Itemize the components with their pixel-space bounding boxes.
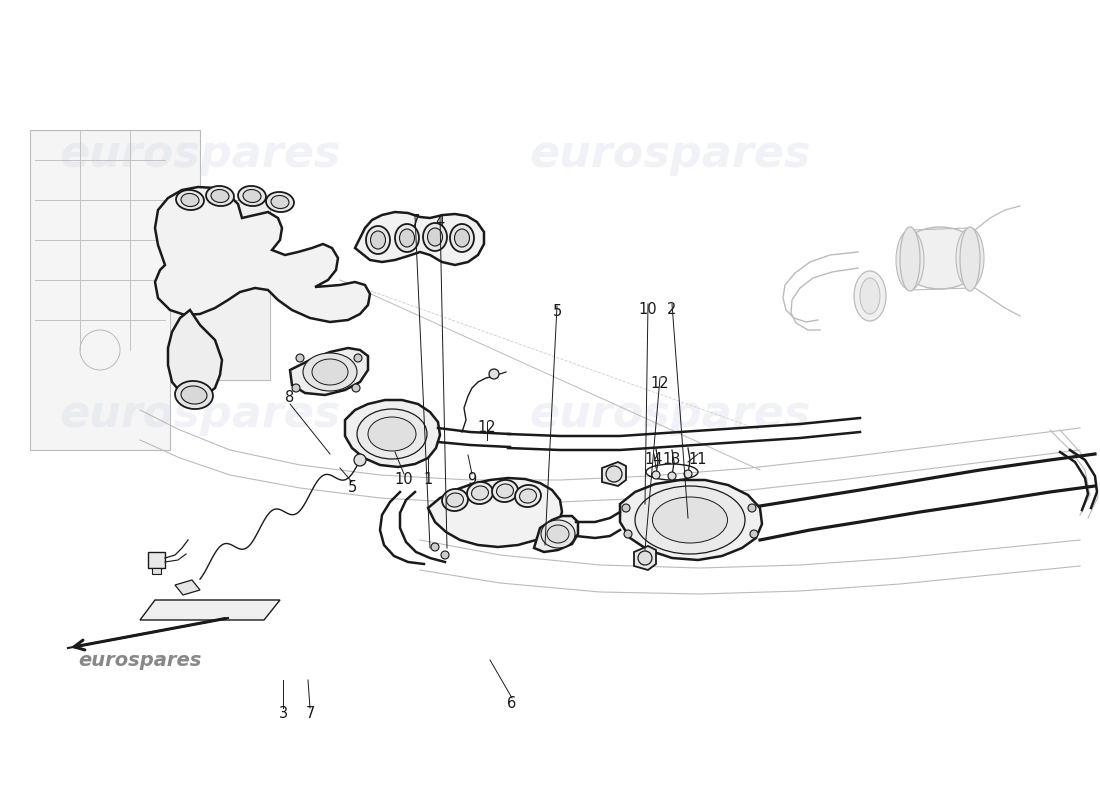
- Ellipse shape: [519, 489, 537, 503]
- Text: 10: 10: [639, 302, 658, 318]
- Circle shape: [490, 369, 499, 379]
- Text: 4: 4: [436, 214, 444, 230]
- Ellipse shape: [182, 386, 207, 404]
- Ellipse shape: [496, 484, 514, 498]
- Text: 6: 6: [507, 697, 517, 711]
- Ellipse shape: [395, 224, 419, 252]
- Circle shape: [668, 472, 676, 480]
- Ellipse shape: [900, 227, 920, 291]
- Text: eurospares: eurospares: [59, 134, 341, 177]
- Ellipse shape: [652, 497, 727, 543]
- Text: 8: 8: [285, 390, 295, 406]
- Polygon shape: [148, 552, 165, 568]
- Ellipse shape: [860, 278, 880, 314]
- Text: eurospares: eurospares: [59, 394, 341, 437]
- Ellipse shape: [271, 195, 289, 209]
- Polygon shape: [152, 568, 161, 574]
- Text: 10: 10: [395, 473, 414, 487]
- Ellipse shape: [176, 190, 204, 210]
- Polygon shape: [428, 478, 562, 547]
- Ellipse shape: [175, 381, 213, 409]
- Circle shape: [621, 504, 630, 512]
- Ellipse shape: [243, 190, 261, 202]
- Text: eurospares: eurospares: [78, 650, 201, 670]
- Text: 3: 3: [278, 706, 287, 722]
- Circle shape: [638, 551, 652, 565]
- Ellipse shape: [472, 486, 488, 500]
- Ellipse shape: [424, 223, 447, 251]
- Text: 13: 13: [663, 453, 681, 467]
- Polygon shape: [634, 546, 656, 570]
- Polygon shape: [170, 200, 270, 380]
- Text: 12: 12: [477, 421, 496, 435]
- Text: 14: 14: [645, 453, 663, 467]
- Polygon shape: [355, 212, 484, 265]
- Ellipse shape: [366, 226, 390, 254]
- Polygon shape: [30, 130, 270, 450]
- Ellipse shape: [956, 228, 984, 288]
- Ellipse shape: [960, 227, 980, 291]
- Text: eurospares: eurospares: [529, 134, 811, 177]
- Ellipse shape: [238, 186, 266, 206]
- Text: 5: 5: [552, 305, 562, 319]
- Circle shape: [296, 354, 304, 362]
- Polygon shape: [602, 462, 626, 486]
- Ellipse shape: [541, 520, 575, 548]
- Text: 12: 12: [651, 377, 669, 391]
- Circle shape: [352, 384, 360, 392]
- Ellipse shape: [898, 227, 982, 289]
- Ellipse shape: [266, 192, 294, 212]
- Polygon shape: [620, 480, 762, 560]
- Ellipse shape: [454, 229, 470, 247]
- Ellipse shape: [450, 224, 474, 252]
- Ellipse shape: [182, 194, 199, 206]
- Ellipse shape: [206, 186, 234, 206]
- Text: 11: 11: [689, 453, 707, 467]
- Text: 5: 5: [348, 481, 356, 495]
- Polygon shape: [168, 310, 222, 398]
- Polygon shape: [534, 516, 578, 552]
- Ellipse shape: [515, 485, 541, 507]
- Ellipse shape: [399, 229, 415, 247]
- Ellipse shape: [442, 489, 468, 511]
- Text: 2: 2: [668, 302, 676, 318]
- Circle shape: [750, 530, 758, 538]
- Ellipse shape: [468, 482, 493, 504]
- Text: 7: 7: [306, 706, 315, 722]
- Ellipse shape: [492, 480, 518, 502]
- Circle shape: [606, 466, 621, 482]
- Ellipse shape: [428, 228, 442, 246]
- Ellipse shape: [302, 353, 358, 391]
- Circle shape: [748, 504, 756, 512]
- Polygon shape: [155, 187, 370, 322]
- Circle shape: [354, 354, 362, 362]
- Polygon shape: [175, 580, 200, 595]
- Circle shape: [354, 454, 366, 466]
- Ellipse shape: [447, 493, 463, 507]
- Polygon shape: [345, 400, 440, 467]
- Text: 7: 7: [410, 214, 420, 230]
- Circle shape: [684, 470, 692, 478]
- Circle shape: [652, 471, 660, 479]
- Polygon shape: [140, 600, 280, 620]
- Ellipse shape: [368, 417, 416, 451]
- Text: eurospares: eurospares: [529, 394, 811, 437]
- Text: 1: 1: [424, 473, 432, 487]
- Circle shape: [441, 551, 449, 559]
- Ellipse shape: [854, 271, 886, 321]
- Circle shape: [292, 384, 300, 392]
- Text: 9: 9: [468, 473, 476, 487]
- Ellipse shape: [371, 231, 385, 249]
- Circle shape: [431, 543, 439, 551]
- Ellipse shape: [896, 230, 924, 290]
- Ellipse shape: [635, 486, 745, 554]
- Ellipse shape: [211, 190, 229, 202]
- Polygon shape: [290, 348, 369, 395]
- Ellipse shape: [312, 359, 348, 385]
- Ellipse shape: [547, 525, 569, 543]
- Circle shape: [624, 530, 632, 538]
- Ellipse shape: [358, 409, 427, 459]
